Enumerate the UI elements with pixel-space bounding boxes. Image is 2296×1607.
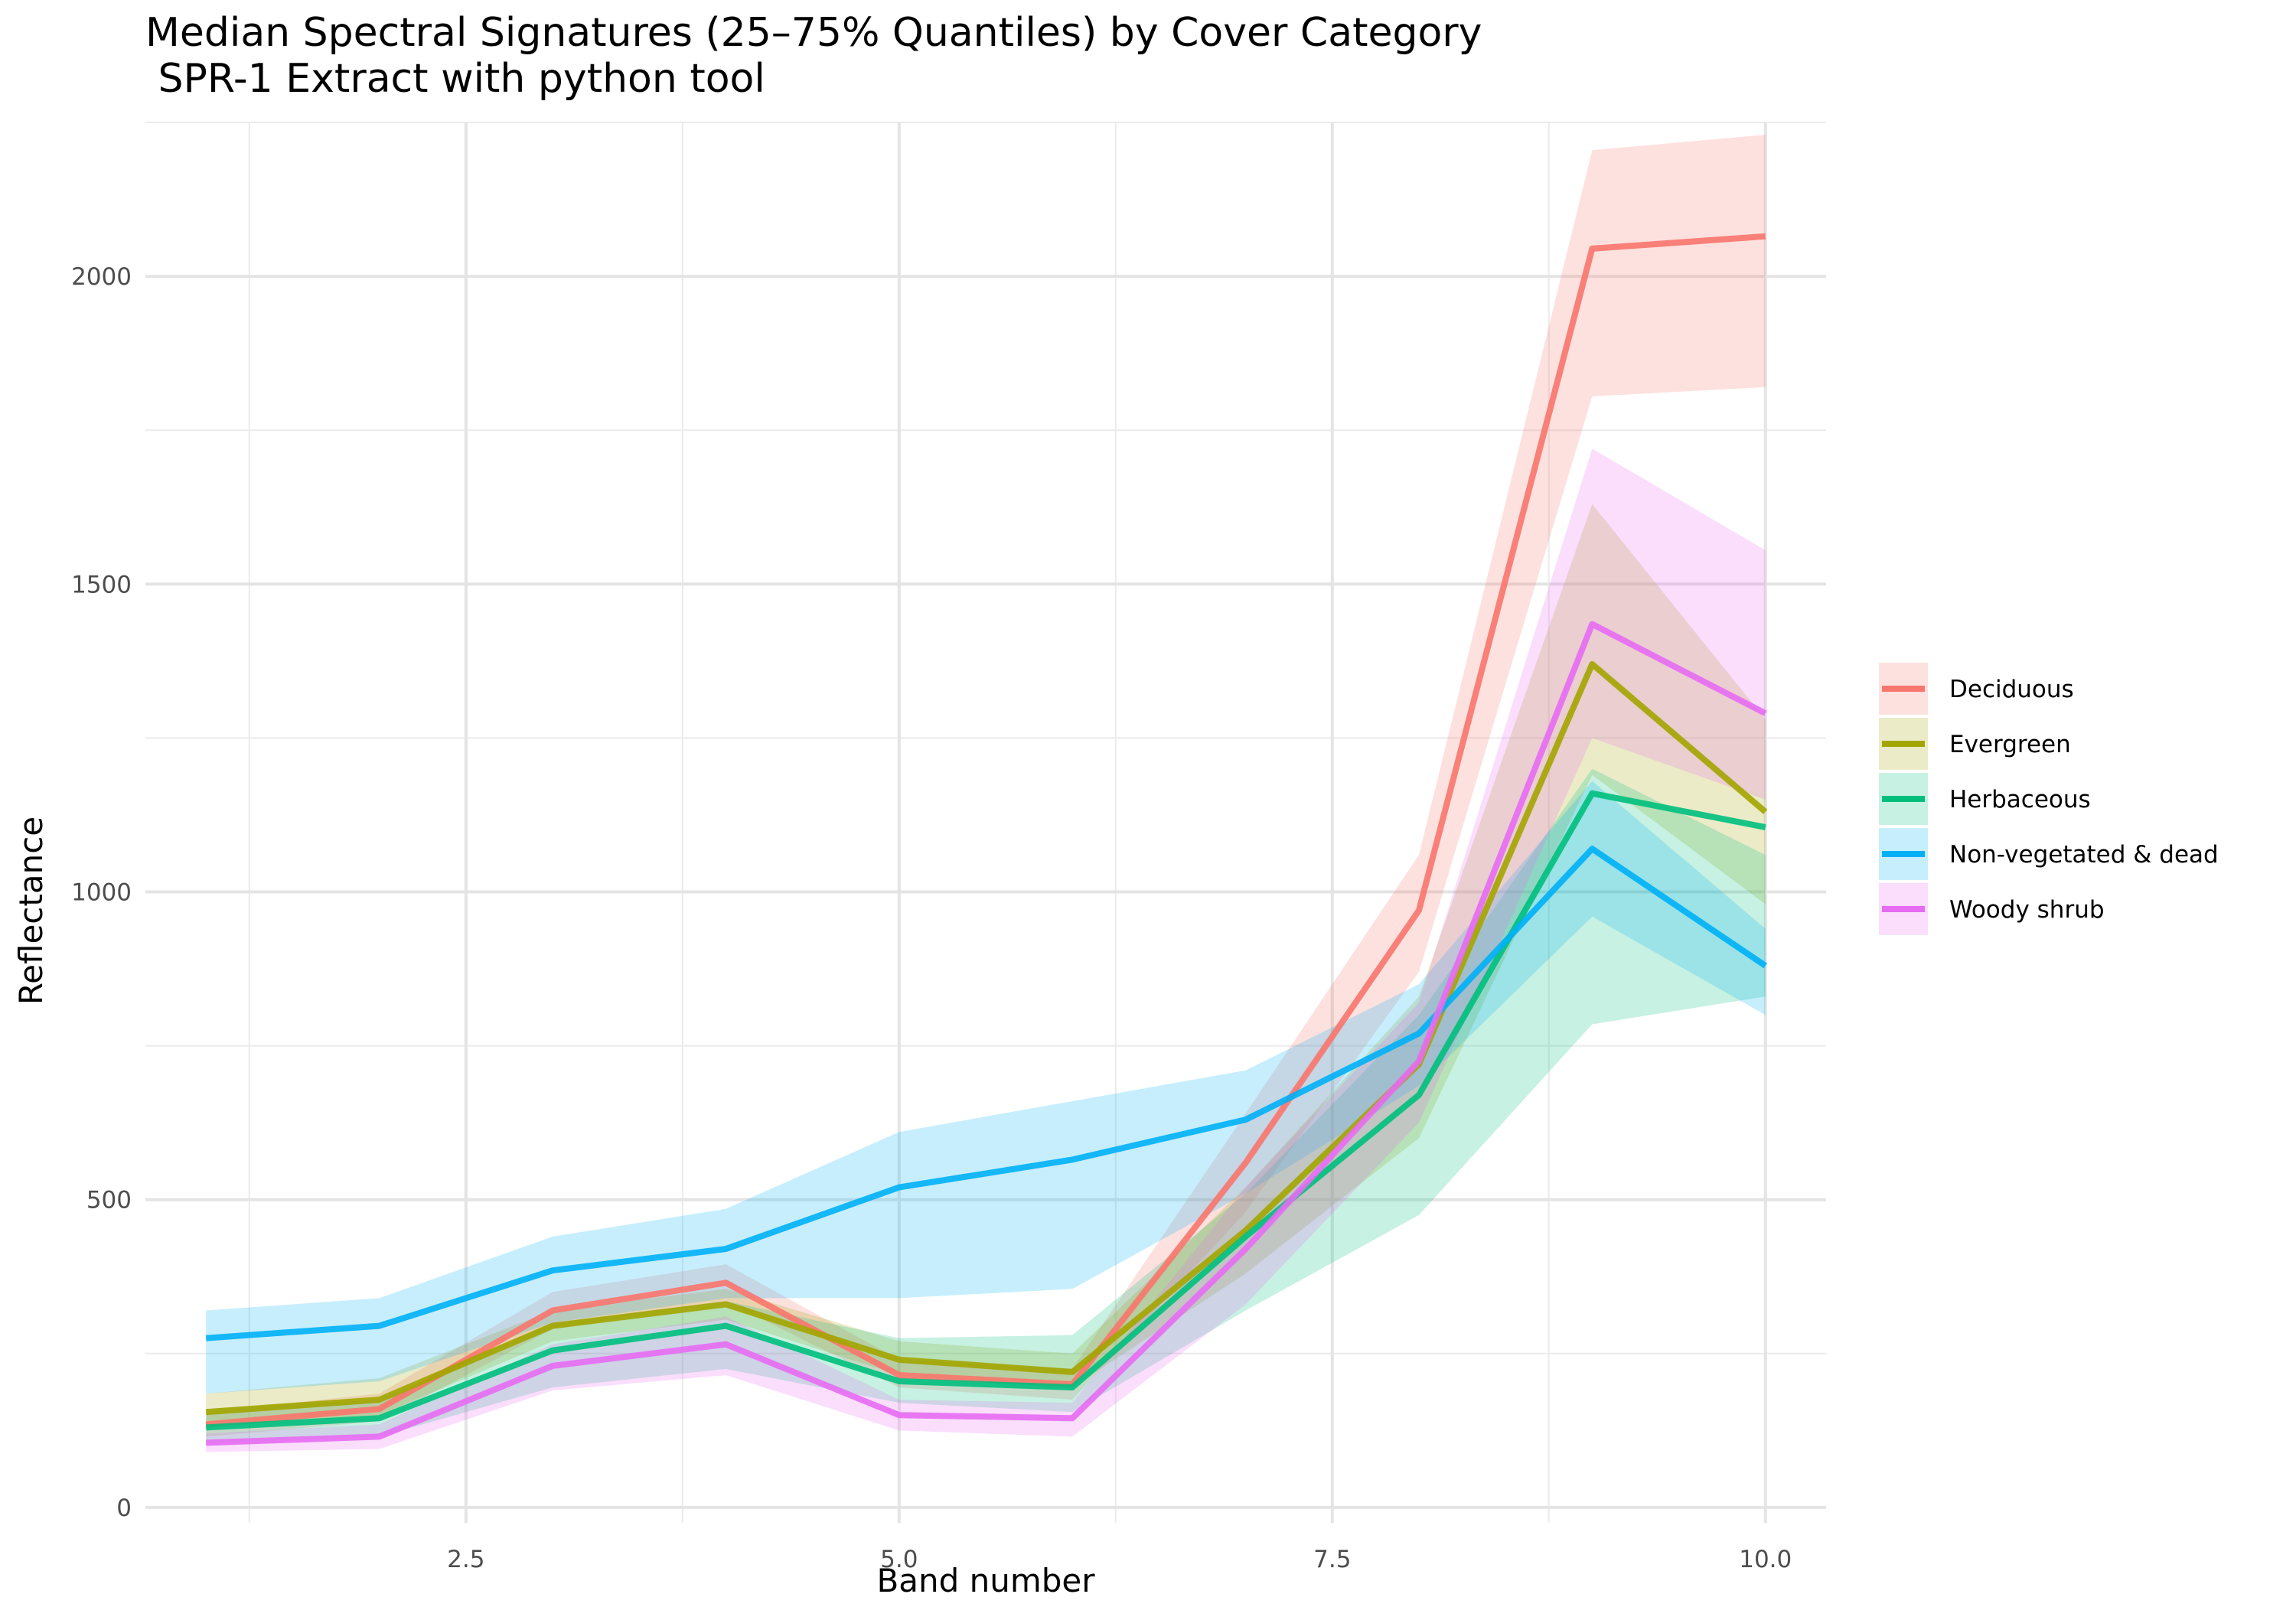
line-evergreen [205,660,1768,1416]
y-tick-label: 500 [86,1187,132,1214]
x-axis-ticks: 2.5 5.0 7.5 10.0 [447,1546,1792,1573]
legend: Deciduous Evergreen Herbaceous Non-vegetate… [1879,663,2219,935]
y-axis-title: Reflectance [12,817,50,1005]
median-lines [205,233,1768,1446]
x-tick-label: 2.5 [447,1546,484,1573]
x-tick-label: 7.5 [1313,1546,1351,1573]
legend-label: Deciduous [1949,676,2074,703]
legend-item: Deciduous [1879,663,2074,715]
legend-label: Woody shrub [1949,896,2105,924]
x-axis-title: Band number [876,1562,1095,1599]
line-non-vegetated-dead [205,846,1768,1341]
line-woody-shrub [206,621,1767,1446]
y-tick-label: 1500 [71,571,132,598]
y-axis-ticks: 0 500 1000 1500 2000 [71,263,132,1522]
chart-subtitle: SPR-1 Extract with python tool [145,56,765,102]
legend-item: Non-vegetated & dead [1879,828,2219,880]
ribbon-woody-shrub [206,448,1766,1452]
legend-item: Evergreen [1879,718,2071,770]
x-tick-label: 5.0 [880,1546,918,1573]
legend-item: Woody shrub [1879,883,2105,935]
chart-title: Median Spectral Signatures (25–75% Quant… [145,10,1482,56]
ribbon-non-vegetated-dead [206,781,1766,1394]
x-tick-label: 10.0 [1739,1546,1792,1573]
y-tick-label: 0 [116,1495,132,1522]
ribbon-herbaceous [206,768,1766,1443]
legend-label: Evergreen [1949,731,2071,758]
legend-label: Non-vegetated & dead [1949,841,2219,869]
grid-lines [145,122,1826,1523]
legend-label: Herbaceous [1949,786,2091,813]
legend-item: Herbaceous [1879,773,2091,825]
y-tick-label: 1000 [71,878,132,906]
y-tick-label: 2000 [71,263,132,291]
